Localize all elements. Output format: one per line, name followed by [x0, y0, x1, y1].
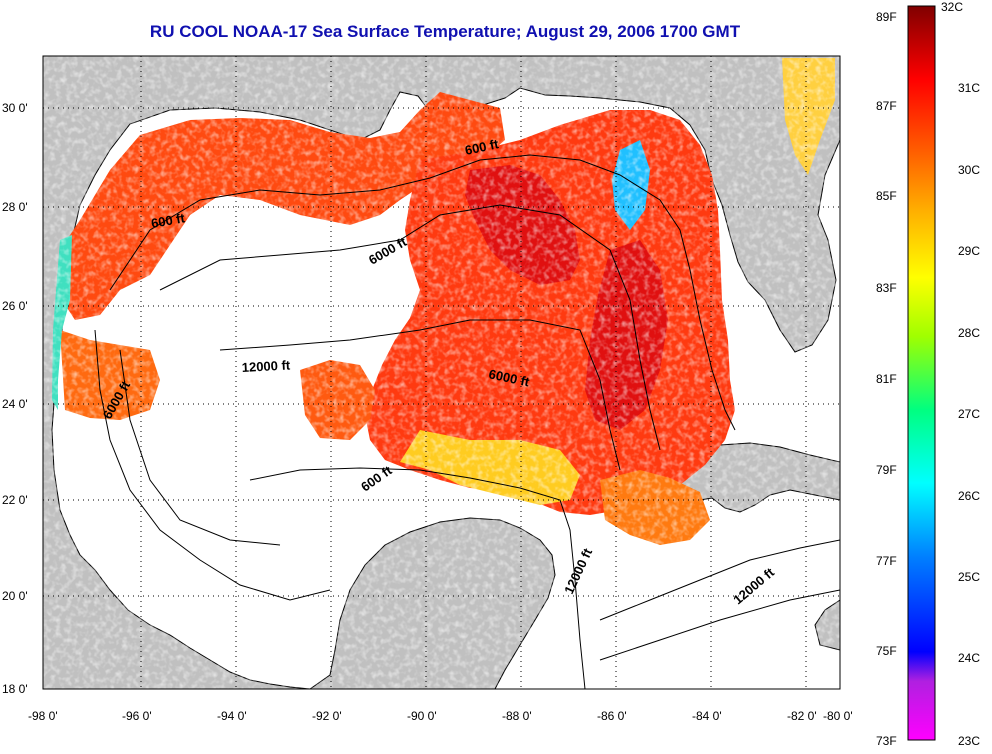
y-axis-labels: 30 0' 28 0' 26 0' 24 0' 22 0' 20 0' 18 0… [2, 101, 28, 696]
y-tick-label: 30 0' [2, 101, 28, 115]
colorbar-f-label: 77F [876, 554, 897, 568]
x-tick-label: -82 0' [787, 709, 817, 723]
y-tick-label: 28 0' [2, 200, 28, 214]
colorbar-f-label: 73F [876, 734, 897, 748]
map-title: RU COOL NOAA-17 Sea Surface Temperature;… [149, 22, 741, 41]
colorbar-f-label: 81F [876, 372, 897, 386]
colorbar-f-label: 79F [876, 463, 897, 477]
contour-label-12000-central: 12000 ft [241, 357, 291, 375]
colorbar-c-label: 25C [958, 570, 980, 584]
cloud-mask [43, 56, 840, 689]
x-tick-label: -86 0' [597, 709, 627, 723]
colorbar-c-label: 30C [958, 163, 980, 177]
contour-label-600-ne: 600 ft [464, 136, 501, 158]
colorbar-c-label: 24C [958, 651, 980, 665]
colorbar-c-label: 31C [958, 81, 980, 95]
x-tick-label: -80 0' [823, 709, 853, 723]
graticule [43, 56, 840, 689]
plot-frame [42, 55, 841, 690]
colorbar-f-label: 85F [876, 189, 897, 203]
colorbar-c-label: 26C [958, 489, 980, 503]
x-tick-label: -92 0' [312, 709, 342, 723]
colorbar-f-label: 87F [876, 99, 897, 113]
colorbar-f-label: 75F [876, 644, 897, 658]
colorbar-c-label: 28C [958, 326, 980, 340]
colorbar-c-label: 32C [941, 0, 963, 14]
colorbar-c-label: 23C [958, 734, 980, 748]
x-tick-label: -96 0' [122, 709, 152, 723]
y-tick-label: 26 0' [2, 299, 28, 313]
x-tick-label: -98 0' [28, 709, 58, 723]
colorbar [907, 5, 936, 741]
x-tick-label: -88 0' [502, 709, 532, 723]
colorbar-f-label: 89F [876, 10, 897, 24]
x-tick-label: -84 0' [692, 709, 722, 723]
colorbar-celsius-labels: 32C 31C 30C 29C 28C 27C 26C 25C 24C 23C [941, 0, 980, 748]
y-tick-label: 22 0' [2, 493, 28, 507]
y-tick-label: 20 0' [2, 589, 28, 603]
x-tick-label: -90 0' [407, 709, 437, 723]
bathymetry-contours [94, 154, 840, 689]
contour-label-600-west: 600 ft [150, 210, 187, 231]
colorbar-fahrenheit-labels: 89F 87F 85F 83F 81F 79F 77F 75F 73F [876, 10, 897, 748]
x-axis-labels: -98 0' -96 0' -94 0' -92 0' -90 0' -88 0… [28, 709, 853, 723]
y-tick-label: 24 0' [2, 397, 28, 411]
x-tick-label: -94 0' [217, 709, 247, 723]
colorbar-c-label: 29C [958, 244, 980, 258]
colorbar-f-label: 83F [876, 281, 897, 295]
y-tick-label: 18 0' [2, 682, 28, 696]
colorbar-c-label: 27C [958, 407, 980, 421]
